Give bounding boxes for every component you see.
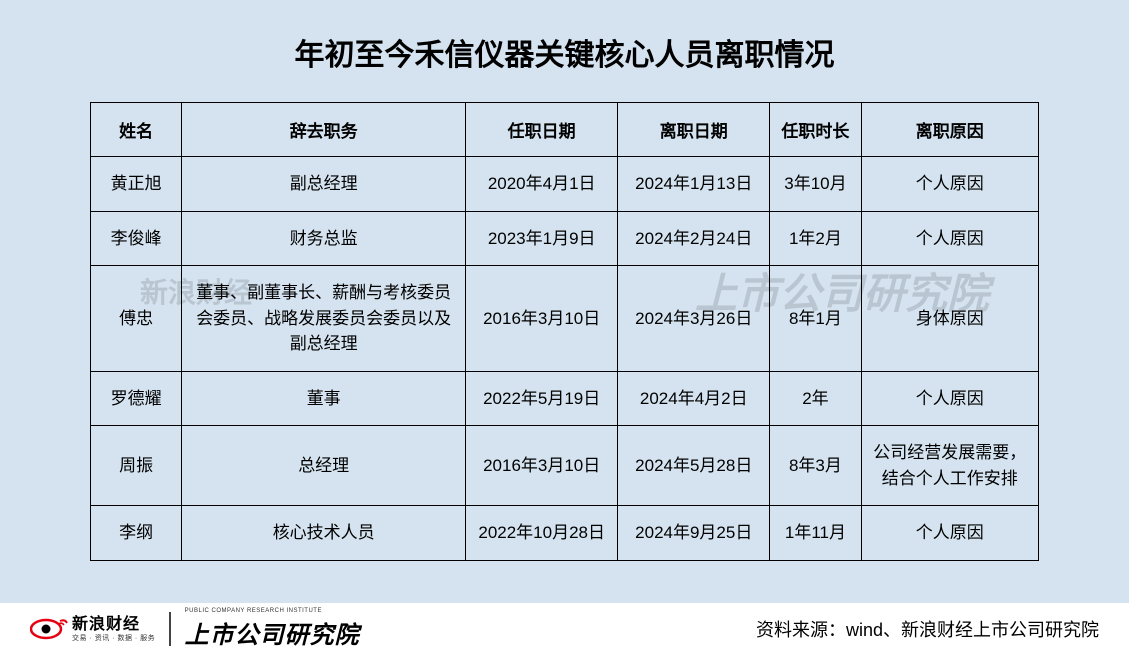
cell-position: 核心技术人员 (182, 506, 466, 561)
col-header-position: 辞去职务 (182, 103, 466, 157)
cell-name: 黄正旭 (91, 157, 182, 212)
cell-duration: 1年11月 (770, 506, 861, 561)
table-row: 李俊峰财务总监2023年1月9日2024年2月24日1年2月个人原因 (91, 211, 1039, 266)
cell-reason: 公司经营发展需要，结合个人工作安排 (861, 426, 1038, 506)
sina-logo-text: 新浪财经 (72, 617, 155, 633)
page-title: 年初至今禾信仪器关键核心人员离职情况 (90, 30, 1039, 74)
cell-name: 傅忠 (91, 266, 182, 372)
sina-logo: 新浪财经 交易 · 资讯 · 数据 · 服务 (30, 617, 155, 642)
cell-duration: 3年10月 (770, 157, 861, 212)
cell-duration: 8年3月 (770, 426, 861, 506)
cell-reason: 身体原因 (861, 266, 1038, 372)
cell-name: 罗德耀 (91, 371, 182, 426)
table-row: 黄正旭副总经理2020年4月1日2024年1月13日3年10月个人原因 (91, 157, 1039, 212)
cell-duration: 8年1月 (770, 266, 861, 372)
col-header-end: 离职日期 (618, 103, 770, 157)
cell-end: 2024年9月25日 (618, 506, 770, 561)
institute-logo: PUBLIC COMPANY RESEARCH INSTITUTE 上市公司研究… (185, 608, 360, 650)
cell-position: 财务总监 (182, 211, 466, 266)
cell-reason: 个人原因 (861, 371, 1038, 426)
col-header-name: 姓名 (91, 103, 182, 157)
cell-start: 2022年5月19日 (466, 371, 618, 426)
table-row: 罗德耀董事2022年5月19日2024年4月2日2年个人原因 (91, 371, 1039, 426)
table-row: 周振总经理2016年3月10日2024年5月28日8年3月公司经营发展需要，结合… (91, 426, 1039, 506)
cell-end: 2024年5月28日 (618, 426, 770, 506)
cell-start: 2016年3月10日 (466, 426, 618, 506)
sina-eye-icon (30, 617, 68, 641)
logo-divider (169, 612, 171, 646)
footer-bar: 新浪财经 交易 · 资讯 · 数据 · 服务 PUBLIC COMPANY RE… (0, 603, 1129, 655)
cell-reason: 个人原因 (861, 157, 1038, 212)
cell-duration: 2年 (770, 371, 861, 426)
cell-reason: 个人原因 (861, 506, 1038, 561)
cell-start: 2022年10月28日 (466, 506, 618, 561)
cell-name: 李纲 (91, 506, 182, 561)
cell-position: 总经理 (182, 426, 466, 506)
cell-start: 2020年4月1日 (466, 157, 618, 212)
table-row: 李纲核心技术人员2022年10月28日2024年9月25日1年11月个人原因 (91, 506, 1039, 561)
departures-table: 姓名 辞去职务 任职日期 离职日期 任职时长 离职原因 黄正旭副总经理2020年… (90, 102, 1039, 561)
cell-start: 2016年3月10日 (466, 266, 618, 372)
cell-end: 2024年1月13日 (618, 157, 770, 212)
cell-position: 董事 (182, 371, 466, 426)
table-row: 傅忠董事、副董事长、薪酬与考核委员会委员、战略发展委员会委员以及副总经理2016… (91, 266, 1039, 372)
cell-end: 2024年2月24日 (618, 211, 770, 266)
col-header-reason: 离职原因 (861, 103, 1038, 157)
footer-logos: 新浪财经 交易 · 资讯 · 数据 · 服务 PUBLIC COMPANY RE… (30, 608, 360, 650)
cell-reason: 个人原因 (861, 211, 1038, 266)
cell-end: 2024年4月2日 (618, 371, 770, 426)
table-header-row: 姓名 辞去职务 任职日期 离职日期 任职时长 离职原因 (91, 103, 1039, 157)
cell-position: 董事、副董事长、薪酬与考核委员会委员、战略发展委员会委员以及副总经理 (182, 266, 466, 372)
col-header-duration: 任职时长 (770, 103, 861, 157)
cell-duration: 1年2月 (770, 211, 861, 266)
col-header-start: 任职日期 (466, 103, 618, 157)
cell-name: 周振 (91, 426, 182, 506)
cell-end: 2024年3月26日 (618, 266, 770, 372)
institute-cn: 上市公司研究院 (185, 615, 360, 650)
institute-en: PUBLIC COMPANY RESEARCH INSTITUTE (185, 608, 360, 615)
data-source: 资料来源：wind、新浪财经上市公司研究院 (756, 616, 1099, 642)
cell-start: 2023年1月9日 (466, 211, 618, 266)
cell-name: 李俊峰 (91, 211, 182, 266)
sina-logo-subtext: 交易 · 资讯 · 数据 · 服务 (72, 635, 155, 642)
cell-position: 副总经理 (182, 157, 466, 212)
